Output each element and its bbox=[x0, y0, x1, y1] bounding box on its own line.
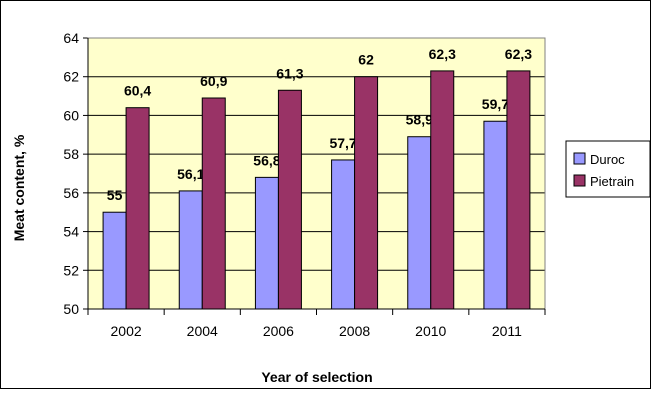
y-tick-label: 60 bbox=[63, 107, 79, 123]
y-tick-label: 56 bbox=[63, 185, 79, 201]
x-tick-label: 2008 bbox=[339, 323, 370, 339]
y-tick-label: 62 bbox=[63, 69, 79, 85]
bar-pietrain bbox=[277, 89, 302, 310]
data-label-duroc: 57,7 bbox=[329, 135, 356, 151]
data-label-pietrain: 60,4 bbox=[124, 83, 151, 99]
bar-pietrain bbox=[354, 76, 379, 310]
x-tick-label: 2006 bbox=[263, 323, 294, 339]
bar-pietrain bbox=[430, 70, 455, 310]
x-tick-label: 2002 bbox=[111, 323, 142, 339]
data-label-pietrain: 62,3 bbox=[429, 46, 456, 62]
plot-background bbox=[88, 38, 545, 309]
bar-duroc bbox=[102, 211, 127, 310]
bar-duroc bbox=[407, 136, 432, 310]
legend: Duroc Pietrain bbox=[565, 140, 651, 198]
data-label-duroc: 58,9 bbox=[406, 112, 433, 128]
legend-box bbox=[565, 140, 651, 198]
legend-label-pietrain: Pietrain bbox=[590, 174, 634, 189]
x-tick-label: 2010 bbox=[415, 323, 446, 339]
data-label-pietrain: 60,9 bbox=[200, 73, 227, 89]
y-tick-label: 64 bbox=[63, 30, 79, 46]
bar-pietrain bbox=[506, 70, 531, 310]
y-tick-label: 58 bbox=[63, 146, 79, 162]
plot-area: 50 52 54 56 58 60 62 64 55 60,4 2002 56,1 60,9 2004 56… bbox=[63, 30, 546, 339]
data-label-duroc: 56,1 bbox=[177, 166, 204, 182]
bar-pietrain bbox=[201, 97, 226, 310]
y-tick-label: 50 bbox=[63, 301, 79, 317]
bar-pietrain bbox=[125, 107, 150, 310]
y-tick-label: 52 bbox=[63, 262, 79, 278]
data-label-duroc: 59,7 bbox=[482, 96, 509, 112]
legend-label-duroc: Duroc bbox=[590, 152, 625, 167]
data-label-pietrain: 62 bbox=[358, 52, 374, 68]
bar-duroc bbox=[483, 120, 508, 310]
legend-swatch-duroc bbox=[573, 152, 586, 165]
legend-swatch-pietrain bbox=[573, 174, 586, 187]
bar-duroc bbox=[254, 176, 279, 310]
x-axis-label: Year of selection bbox=[261, 369, 372, 385]
bar-duroc bbox=[331, 159, 356, 310]
x-tick-label: 2004 bbox=[187, 323, 218, 339]
y-tick-label: 54 bbox=[63, 224, 79, 240]
y-axis-label: Meat content, % bbox=[11, 134, 27, 241]
x-tick-label: 2011 bbox=[492, 323, 522, 339]
data-label-duroc: 56,8 bbox=[253, 152, 280, 168]
data-label-pietrain: 62,3 bbox=[505, 46, 532, 62]
data-label-pietrain: 61,3 bbox=[276, 65, 303, 81]
data-label-duroc: 55 bbox=[107, 187, 123, 203]
bar-duroc bbox=[178, 190, 203, 310]
